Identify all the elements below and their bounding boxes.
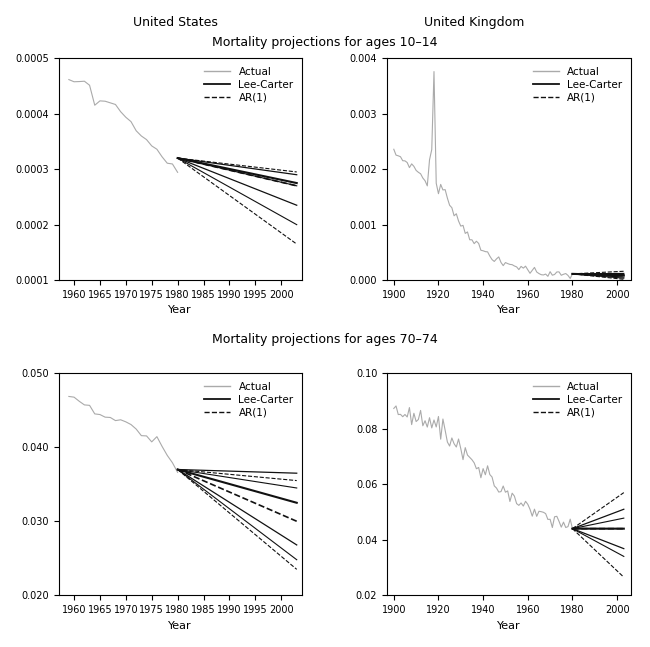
X-axis label: Year: Year <box>168 305 192 316</box>
Legend: Actual, Lee-Carter, AR(1): Actual, Lee-Carter, AR(1) <box>201 63 296 106</box>
Text: United Kingdom: United Kingdom <box>424 16 525 29</box>
X-axis label: Year: Year <box>497 620 521 631</box>
Text: Mortality projections for ages 70–74: Mortality projections for ages 70–74 <box>212 333 438 346</box>
X-axis label: Year: Year <box>497 305 521 316</box>
Text: Mortality projections for ages 10–14: Mortality projections for ages 10–14 <box>213 36 437 49</box>
Legend: Actual, Lee-Carter, AR(1): Actual, Lee-Carter, AR(1) <box>530 63 625 106</box>
Legend: Actual, Lee-Carter, AR(1): Actual, Lee-Carter, AR(1) <box>530 378 625 421</box>
Text: United States: United States <box>133 16 218 29</box>
Legend: Actual, Lee-Carter, AR(1): Actual, Lee-Carter, AR(1) <box>201 378 296 421</box>
X-axis label: Year: Year <box>168 620 192 631</box>
